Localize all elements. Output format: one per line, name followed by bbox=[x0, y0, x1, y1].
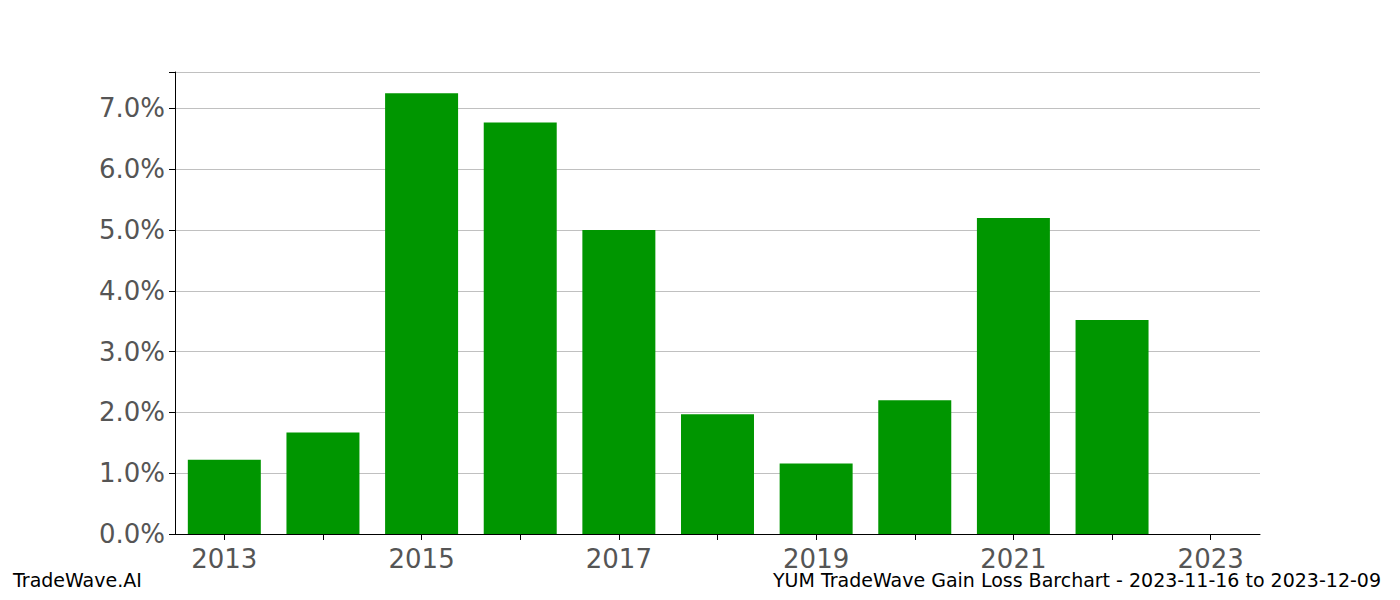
svg-text:2013: 2013 bbox=[191, 544, 257, 574]
svg-text:2023: 2023 bbox=[1177, 544, 1244, 574]
svg-text:TradeWave.AI: TradeWave.AI bbox=[12, 569, 142, 591]
svg-text:3.0%: 3.0% bbox=[99, 337, 165, 367]
svg-text:4.0%: 4.0% bbox=[99, 276, 165, 306]
svg-text:2017: 2017 bbox=[586, 544, 652, 574]
svg-text:2015: 2015 bbox=[389, 544, 455, 574]
svg-text:0.0%: 0.0% bbox=[99, 519, 165, 549]
svg-text:2.0%: 2.0% bbox=[99, 397, 165, 427]
svg-text:5.0%: 5.0% bbox=[99, 215, 165, 245]
svg-text:6.0%: 6.0% bbox=[99, 154, 165, 184]
svg-text:YUM TradeWave Gain Loss Barcha: YUM TradeWave Gain Loss Barchart - 2023-… bbox=[772, 569, 1381, 591]
svg-text:7.0%: 7.0% bbox=[99, 93, 165, 123]
svg-text:2021: 2021 bbox=[980, 544, 1047, 574]
svg-text:2019: 2019 bbox=[783, 544, 850, 574]
svg-text:1.0%: 1.0% bbox=[99, 458, 165, 488]
